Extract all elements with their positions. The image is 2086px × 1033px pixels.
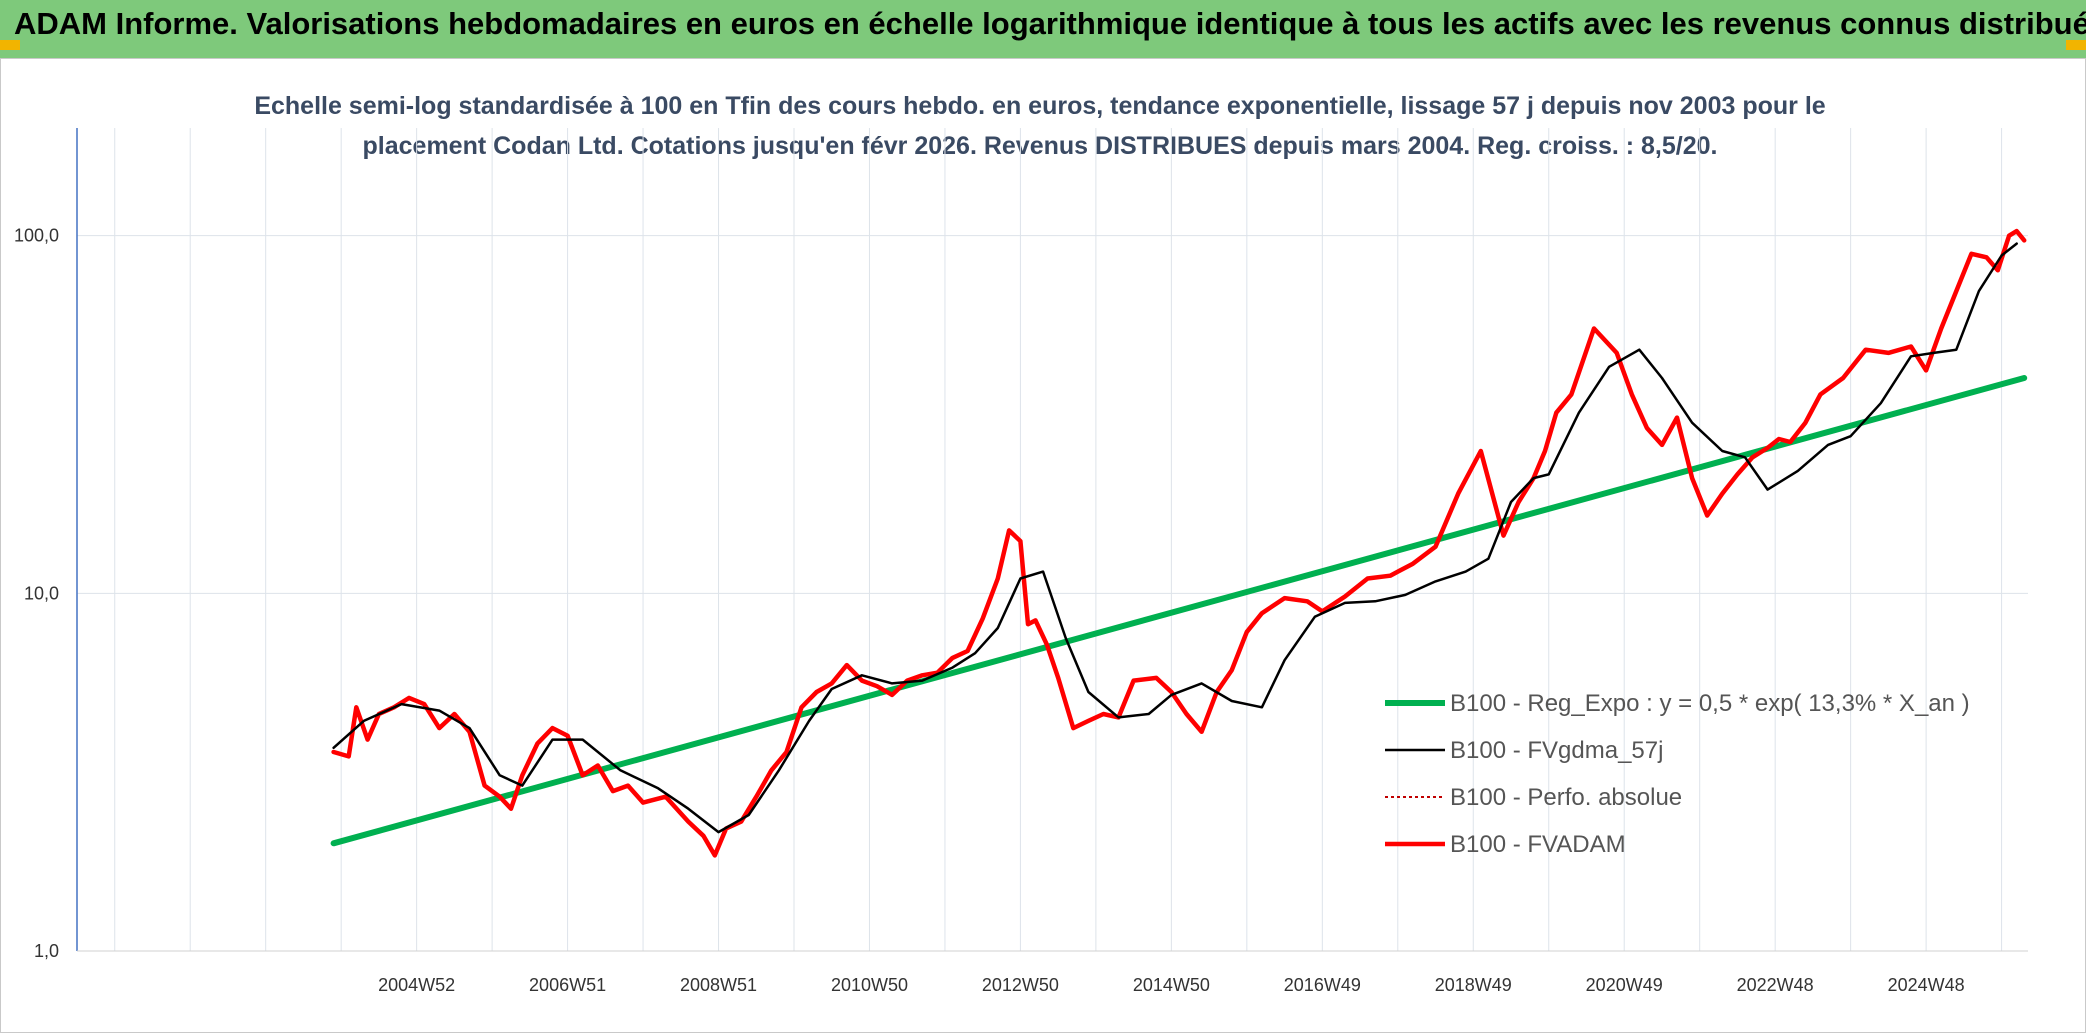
x-tick-label: 2006W51 [529, 975, 606, 995]
grid-layer [77, 128, 2028, 952]
corner-marker-right [2066, 40, 2086, 50]
series-line-3 [331, 228, 2027, 858]
corner-marker-left [0, 40, 20, 50]
header-bar: ADAM Informe. Valorisations hebdomadaire… [0, 0, 2086, 58]
chart-title: Echelle semi-log standardisée à 100 en T… [254, 92, 1826, 160]
x-tick-label: 2012W50 [982, 975, 1059, 995]
legend-label-3: B100 - FVADAM [1450, 831, 1626, 858]
x-tick-label: 2016W49 [1284, 975, 1361, 995]
legend-label-2: B100 - Perfo. absolue [1450, 784, 1682, 811]
x-tick-label: 2014W50 [1133, 975, 1210, 995]
axis-layer: 1,0 10,0 100,0 2004W52 2006W51 2008W51 2010W50… [14, 128, 2028, 995]
x-tick-label: 2022W48 [1737, 975, 1814, 995]
legend-label-0: B100 - Reg_Expo : y = 0,5 * exp( 13,3% *… [1450, 690, 1970, 717]
x-tick-label: 2020W49 [1586, 975, 1663, 995]
y-tick-label: 100,0 [14, 226, 59, 246]
y-tick-label: 1,0 [34, 941, 59, 961]
y-tick-label: 10,0 [24, 583, 59, 603]
page-title: ADAM Informe. Valorisations hebdomadaire… [14, 6, 2086, 41]
series-layer [330, 228, 2028, 858]
x-tick-label: 2004W52 [378, 975, 455, 995]
legend: B100 - Reg_Expo : y = 0,5 * exp( 13,3% *… [1385, 690, 1970, 858]
x-tick-label: 2024W48 [1888, 975, 1965, 995]
series-line-1 [332, 242, 2018, 834]
x-tick-label: 2018W49 [1435, 975, 1512, 995]
x-tick-label: 2010W50 [831, 975, 908, 995]
legend-label-1: B100 - FVgdma_57j [1450, 737, 1663, 764]
x-tick-label: 2008W51 [680, 975, 757, 995]
